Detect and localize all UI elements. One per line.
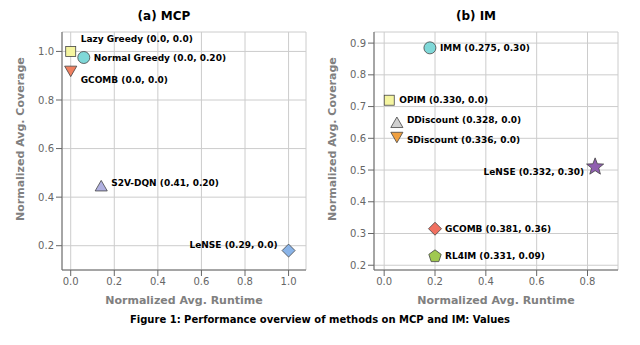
svg-text:Normal Greedy (0.0, 0.20): Normal Greedy (0.0, 0.20) [94,53,226,63]
html-text:(a) MCP: (a) MCP [137,9,191,23]
svg-text:0.6: 0.6 [350,133,366,144]
svg-text:1.0: 1.0 [38,46,54,57]
svg-text:Normalized Avg. Coverage: Normalized Avg. Coverage [326,57,339,221]
svg-text:Lazy Greedy (0.0, 0.0): Lazy Greedy (0.0, 0.0) [81,34,193,44]
svg-text:RL4IM (0.331, 0.09): RL4IM (0.331, 0.09) [445,251,545,261]
svg-text:0.8: 0.8 [38,95,54,106]
svg-text:0.2: 0.2 [38,240,54,251]
svg-text:0.8: 0.8 [350,69,366,80]
svg-text:GCOMB (0.381, 0.36): GCOMB (0.381, 0.36) [445,224,551,234]
svg-text:0.0: 0.0 [63,276,79,287]
svg-text:S2V-DQN (0.41, 0.20): S2V-DQN (0.41, 0.20) [111,178,219,188]
svg-text:GCOMB (0.0, 0.0): GCOMB (0.0, 0.0) [81,75,168,85]
svg-text:OPIM (0.330, 0.0): OPIM (0.330, 0.0) [399,95,488,105]
svg-text:Normalized Avg. Coverage: Normalized Avg. Coverage [14,57,27,221]
svg-text:0.3: 0.3 [350,228,366,239]
svg-text:0.4: 0.4 [478,276,494,287]
svg-text:0.6: 0.6 [38,143,54,154]
svg-text:0.0: 0.0 [376,276,392,287]
svg-text:0.6: 0.6 [529,276,545,287]
svg-text:0.2: 0.2 [427,276,443,287]
svg-text:Normalized Avg. Runtime: Normalized Avg. Runtime [105,294,262,307]
svg-text:1.0: 1.0 [281,276,297,287]
svg-text:0.9: 0.9 [350,38,366,49]
svg-text:0.2: 0.2 [106,276,122,287]
svg-text:SDiscount (0.336, 0.0): SDiscount (0.336, 0.0) [407,135,520,145]
svg-text:LeNSE (0.332, 0.30): LeNSE (0.332, 0.30) [484,167,585,177]
svg-text:0.5: 0.5 [350,165,366,176]
svg-text:0.2: 0.2 [350,260,366,271]
svg-text:Normalized Avg. Runtime: Normalized Avg. Runtime [417,294,574,307]
html-text:Figure 1: Performance overview: Figure 1: Performance overview of method… [129,314,511,325]
svg-text:0.8: 0.8 [237,276,253,287]
svg-text:0.4: 0.4 [38,192,54,203]
svg-text:0.6: 0.6 [193,276,209,287]
svg-text:0.8: 0.8 [580,276,596,287]
svg-text:0.4: 0.4 [150,276,166,287]
html-text:(b) IM: (b) IM [455,9,497,23]
svg-text:0.7: 0.7 [350,101,366,112]
svg-text:IMM (0.275, 0.30): IMM (0.275, 0.30) [440,43,530,53]
svg-text:0.4: 0.4 [350,196,366,207]
svg-text:DDiscount (0.328, 0.0): DDiscount (0.328, 0.0) [407,115,521,125]
svg-text:LeNSE (0.29, 0.0): LeNSE (0.29, 0.0) [190,240,278,250]
